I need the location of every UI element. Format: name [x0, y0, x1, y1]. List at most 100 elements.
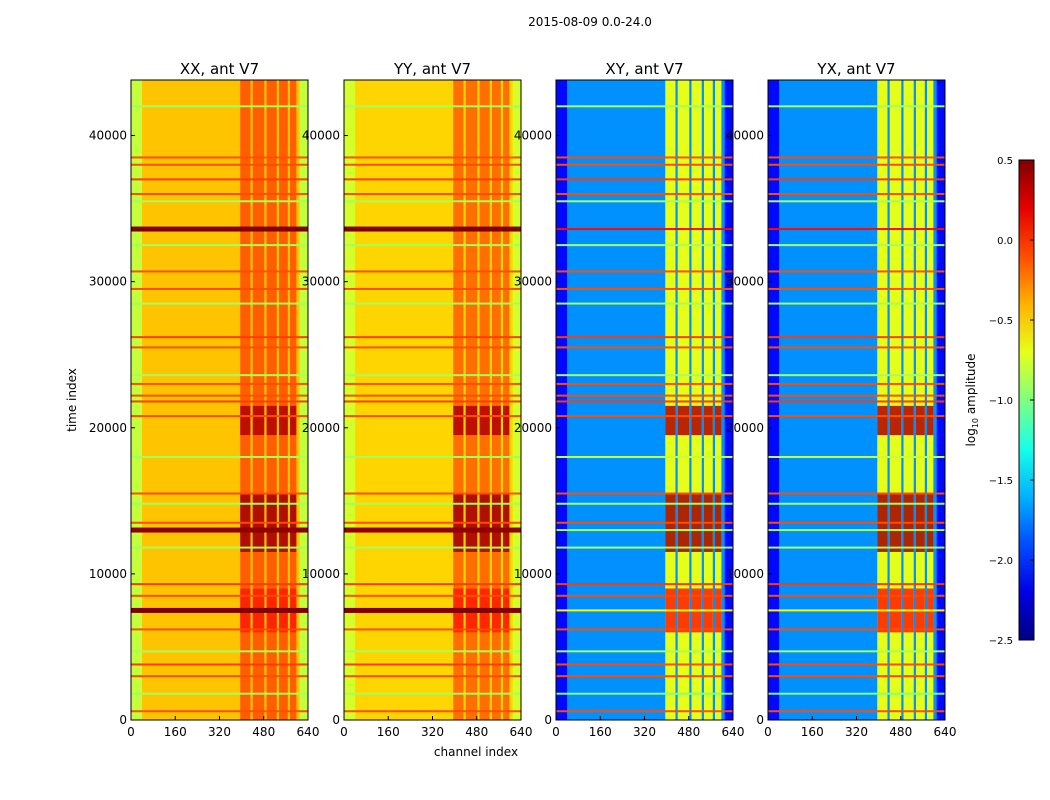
heatmap-base — [768, 80, 945, 720]
heatmap-burst — [691, 405, 702, 436]
heatmap-time-feature — [344, 502, 521, 505]
heatmap-base — [131, 80, 308, 720]
x-tick-label: 480 — [677, 725, 700, 739]
heatmap-burst — [278, 405, 288, 436]
heatmap-time-feature — [344, 492, 521, 495]
heatmap-burst — [677, 405, 690, 436]
heatmap-time-feature — [131, 607, 308, 613]
heatmap-time-feature — [344, 692, 521, 695]
heatmap-burst — [877, 405, 888, 436]
heatmap-time-feature — [768, 200, 945, 203]
heatmap-time-feature — [768, 302, 945, 305]
heatmap-time-feature — [344, 200, 521, 203]
heatmap-time-feature — [768, 650, 945, 653]
x-tick-label: 640 — [934, 725, 957, 739]
x-tick-label: 480 — [465, 725, 488, 739]
heatmap-time-feature — [131, 692, 308, 695]
heatmap-time-feature — [131, 200, 308, 203]
heatmap-edge-band — [512, 80, 521, 720]
x-tick-label: 320 — [421, 725, 444, 739]
heatmap-time-feature — [768, 628, 945, 631]
heatmap-burst — [703, 405, 713, 436]
heatmap-time-feature — [131, 270, 308, 273]
heatmap-time-feature — [344, 163, 521, 166]
y-tick-label: 20000 — [726, 421, 764, 435]
heatmap-time-feature — [768, 228, 945, 231]
heatmap-rfi-column — [691, 80, 702, 720]
y-axis-label: time index — [65, 368, 79, 432]
heatmap-time-feature — [556, 228, 733, 231]
heatmap-time-feature — [556, 394, 733, 397]
y-tick-label: 30000 — [89, 275, 127, 289]
heatmap-time-feature — [556, 583, 733, 586]
heatmap-rfi-column — [927, 80, 934, 720]
heatmap-time-feature — [344, 382, 521, 385]
heatmap-time-feature — [556, 492, 733, 495]
heatmap-time-feature — [344, 455, 521, 458]
colorbar-tick-label: 0.5 — [997, 156, 1013, 167]
heatmap-time-feature — [131, 594, 308, 597]
y-tick-label: 10000 — [302, 567, 340, 581]
figure-title: 2015-08-09 0.0-24.0 — [528, 15, 652, 29]
heatmap-time-feature — [556, 336, 733, 339]
heatmap-time-feature — [131, 521, 308, 524]
heatmap-time-feature — [344, 400, 521, 403]
heatmap-time-feature — [556, 192, 733, 195]
heatmap-time-feature — [131, 287, 308, 290]
heatmap-time-feature — [556, 287, 733, 290]
y-tick-label: 10000 — [89, 567, 127, 581]
heatmap-panel-yx: YX, ant V7 0 160 320 480 640 0 10000 20000 30000 4… — [726, 60, 957, 739]
heatmap-time-feature — [131, 415, 308, 418]
x-tick-label: 0 — [127, 725, 135, 739]
heatmap-time-feature — [768, 415, 945, 418]
colorbar-tick-label: 0.0 — [997, 236, 1013, 247]
x-tick-label: 320 — [208, 725, 231, 739]
heatmap-rfi-column — [453, 80, 464, 720]
panel-title: YX, ant V7 — [816, 60, 895, 78]
heatmap-time-feature — [768, 594, 945, 597]
heatmap-rfi-column — [252, 80, 265, 720]
heatmap-time-feature — [344, 374, 521, 377]
heatmap-time-feature — [556, 415, 733, 418]
heatmap-time-feature — [344, 675, 521, 678]
heatmap-burst — [903, 405, 914, 436]
heatmap-edge-band — [936, 80, 945, 720]
x-tick-label: 640 — [722, 725, 745, 739]
heatmap-time-feature — [768, 663, 945, 666]
x-tick-label: 480 — [252, 725, 275, 739]
y-tick-label: 40000 — [514, 129, 552, 143]
heatmap-time-feature — [556, 105, 733, 108]
heatmap-rfi-column — [915, 80, 925, 720]
heatmap-time-feature — [768, 105, 945, 108]
heatmap-base — [344, 80, 521, 720]
colorbar: 0.5 0.0 −0.5 −1.0 −1.5 −2.0 −2.5 — [989, 156, 1035, 647]
heatmap-time-feature — [344, 546, 521, 549]
heatmap-burst — [240, 405, 251, 436]
heatmap-time-feature — [556, 244, 733, 247]
heatmap-time-feature — [344, 336, 521, 339]
heatmap-time-feature — [556, 663, 733, 666]
heatmap-time-feature — [768, 244, 945, 247]
heatmap-time-feature — [556, 270, 733, 273]
heatmap-time-feature — [131, 628, 308, 631]
heatmap-burst — [889, 405, 902, 436]
heatmap-burst — [266, 405, 277, 436]
heatmap-time-feature — [344, 156, 521, 159]
heatmap-time-feature — [556, 502, 733, 505]
heatmap-time-feature — [768, 287, 945, 290]
heatmap-time-feature — [344, 521, 521, 524]
y-tick-label: 10000 — [514, 567, 552, 581]
heatmap-edge-band — [131, 80, 143, 720]
heatmap-time-feature — [768, 382, 945, 385]
heatmap-time-feature — [344, 178, 521, 181]
heatmap-time-feature — [556, 400, 733, 403]
heatmap-burst — [491, 405, 501, 436]
heatmap-time-feature — [556, 675, 733, 678]
heatmap-time-feature — [344, 607, 521, 613]
heatmap-time-feature — [556, 628, 733, 631]
colorbar-label-sub: 10 — [971, 418, 980, 428]
heatmap-time-feature — [556, 594, 733, 597]
x-tick-label: 0 — [764, 725, 772, 739]
heatmap-time-feature — [556, 156, 733, 159]
heatmap-time-feature — [768, 346, 945, 349]
